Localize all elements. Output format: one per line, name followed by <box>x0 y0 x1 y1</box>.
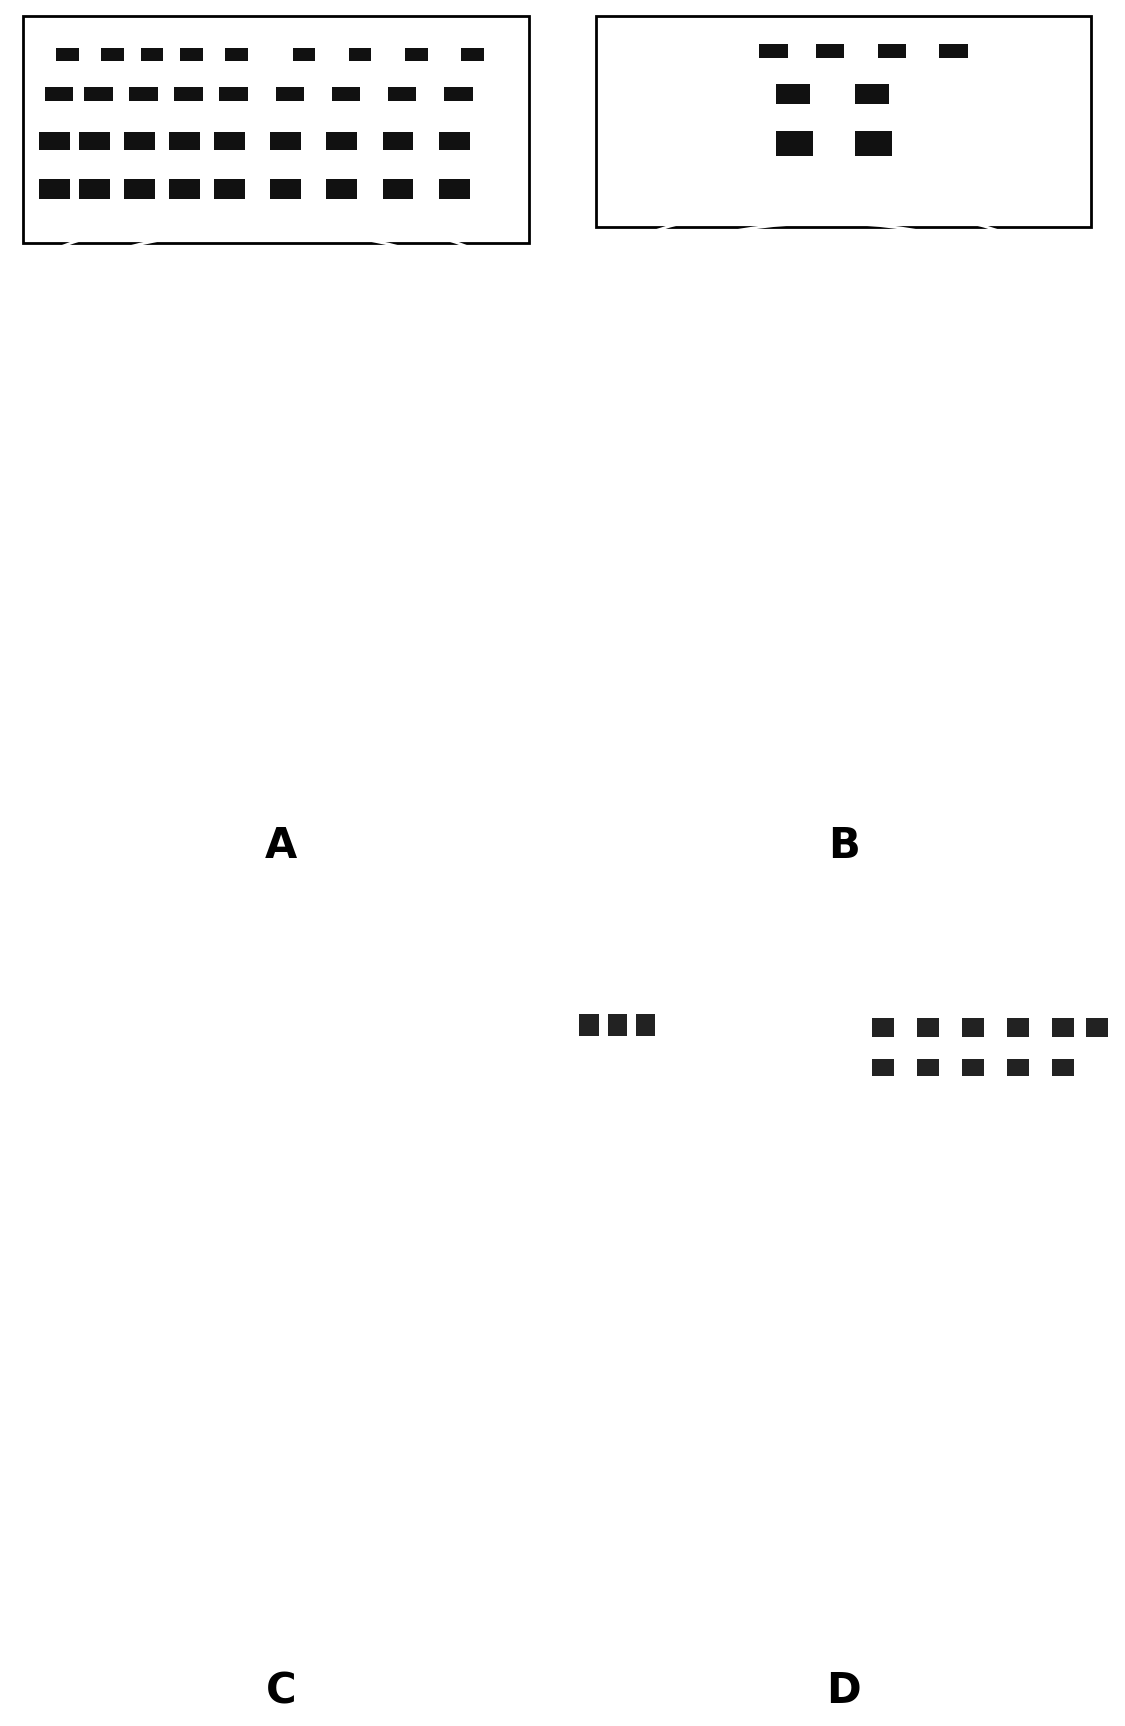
Bar <box>219 86 248 102</box>
Bar <box>79 133 110 150</box>
Bar <box>444 86 472 102</box>
Bar <box>1052 1058 1074 1075</box>
Bar <box>73 1075 304 1091</box>
Bar <box>292 48 315 60</box>
Bar <box>276 86 304 102</box>
Bar <box>79 180 110 198</box>
Bar <box>855 83 889 104</box>
Bar <box>917 1018 939 1037</box>
Bar <box>101 48 124 60</box>
Bar <box>1052 1018 1074 1037</box>
Bar <box>382 133 414 150</box>
Ellipse shape <box>842 1545 870 1560</box>
Bar <box>759 43 787 59</box>
Ellipse shape <box>191 1559 214 1569</box>
Bar <box>872 1018 894 1037</box>
Bar <box>816 43 844 59</box>
Bar <box>405 48 428 60</box>
Bar <box>326 180 358 198</box>
Ellipse shape <box>970 1545 999 1560</box>
Bar <box>776 83 810 104</box>
Polygon shape <box>816 528 1097 616</box>
Bar <box>73 1049 326 1067</box>
Bar <box>388 86 416 102</box>
Bar <box>776 131 812 155</box>
Bar <box>596 16 1091 228</box>
Bar <box>574 1086 1114 1106</box>
Text: D: D <box>827 1671 861 1712</box>
Bar <box>39 180 70 198</box>
Bar <box>574 1008 1114 1051</box>
Bar <box>439 133 470 150</box>
Bar <box>574 1055 1114 1082</box>
Bar <box>349 48 371 60</box>
Bar <box>84 86 113 102</box>
Bar <box>73 1020 349 1043</box>
Bar <box>1086 1018 1108 1037</box>
Bar <box>461 48 484 60</box>
Ellipse shape <box>932 1545 958 1560</box>
Bar <box>270 133 302 150</box>
Ellipse shape <box>886 1545 914 1560</box>
Bar <box>1007 1058 1029 1075</box>
Bar <box>180 48 202 60</box>
Bar <box>574 1106 1114 1113</box>
Bar <box>1007 1018 1029 1037</box>
Bar <box>326 133 358 150</box>
Text: B: B <box>828 825 860 866</box>
Bar <box>124 180 155 198</box>
Ellipse shape <box>712 1545 740 1560</box>
Bar <box>878 43 906 59</box>
Bar <box>73 1115 478 1122</box>
Bar <box>124 133 155 150</box>
Ellipse shape <box>144 1548 172 1564</box>
Bar <box>872 1058 894 1075</box>
Bar <box>141 48 163 60</box>
Ellipse shape <box>673 1545 700 1560</box>
Bar <box>939 43 968 59</box>
Bar <box>962 1058 984 1075</box>
Bar <box>225 48 248 60</box>
Bar <box>45 86 73 102</box>
Bar <box>962 1018 984 1037</box>
Bar <box>56 48 79 60</box>
Text: A: A <box>266 825 297 866</box>
Bar <box>112 1105 478 1113</box>
Bar <box>332 86 360 102</box>
Bar <box>382 180 414 198</box>
Bar <box>214 180 245 198</box>
Bar <box>608 1013 628 1036</box>
Bar <box>439 180 470 198</box>
Ellipse shape <box>796 1545 824 1560</box>
Text: C: C <box>266 1671 297 1712</box>
Bar <box>579 1013 598 1036</box>
Bar <box>169 180 200 198</box>
Bar <box>22 16 529 243</box>
Bar <box>636 1013 655 1036</box>
Ellipse shape <box>1010 1545 1038 1560</box>
Bar <box>169 133 200 150</box>
Bar <box>174 86 202 102</box>
Bar <box>855 131 892 155</box>
Bar <box>129 86 158 102</box>
Bar <box>39 133 70 150</box>
Bar <box>214 133 245 150</box>
Bar <box>917 1058 939 1075</box>
Bar <box>270 180 302 198</box>
Ellipse shape <box>752 1545 778 1560</box>
